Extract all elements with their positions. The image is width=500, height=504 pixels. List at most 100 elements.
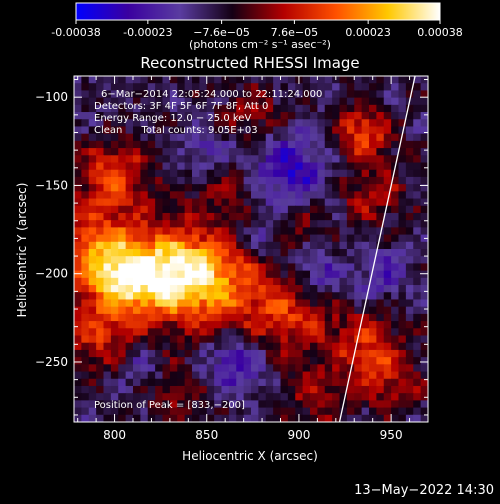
heatmap-cell — [258, 169, 267, 178]
heatmap-cell — [280, 393, 289, 401]
heatmap-cell — [243, 364, 252, 373]
heatmap-cell — [413, 205, 422, 214]
heatmap-cell — [184, 400, 193, 409]
heatmap-cell — [317, 306, 326, 315]
heatmap-cell — [110, 227, 119, 236]
heatmap-cell — [192, 119, 200, 128]
heatmap-cell — [177, 299, 186, 308]
heatmap-cell — [398, 205, 407, 214]
heatmap-cell — [162, 205, 171, 214]
heatmap-cell — [125, 90, 134, 99]
heatmap-cell — [162, 227, 171, 236]
heatmap-cell — [332, 169, 341, 178]
heatmap-cell — [118, 263, 127, 272]
heatmap-cell — [133, 393, 141, 401]
heatmap-cell — [192, 349, 200, 358]
heatmap-cell — [361, 342, 370, 351]
heatmap-cell — [398, 119, 407, 128]
heatmap-cell — [251, 184, 259, 192]
heatmap-cell — [324, 104, 333, 113]
heatmap-cell — [383, 162, 392, 171]
heatmap-cell — [169, 328, 178, 337]
heatmap-cell — [110, 97, 119, 106]
heatmap-cell — [228, 90, 237, 99]
heatmap-cell — [214, 328, 223, 337]
heatmap-cell — [273, 133, 282, 142]
heatmap-cell — [236, 292, 245, 301]
heatmap-cell — [265, 321, 274, 329]
heatmap-cell — [383, 90, 392, 99]
heatmap-cell — [354, 176, 363, 185]
heatmap-cell — [221, 364, 230, 373]
heatmap-cell — [236, 400, 245, 409]
heatmap-cell — [88, 176, 97, 185]
heatmap-cell — [376, 140, 385, 149]
heatmap-cell — [324, 227, 333, 236]
heatmap-cell — [169, 407, 178, 416]
heatmap-cell — [221, 227, 230, 236]
heatmap-cell — [295, 371, 304, 380]
heatmap-cell — [81, 234, 90, 243]
heatmap-cell — [398, 104, 407, 113]
heatmap-cell — [206, 169, 215, 178]
heatmap-cell — [88, 270, 97, 279]
heatmap-cell — [251, 277, 259, 286]
heatmap-cell — [324, 212, 333, 221]
heatmap-cell — [405, 133, 414, 142]
heatmap-cell — [265, 169, 274, 178]
heatmap-cell — [155, 371, 164, 380]
heatmap-cell — [206, 76, 215, 84]
heatmap-cell — [162, 155, 171, 164]
heatmap-cell — [383, 234, 392, 243]
heatmap-cell — [354, 299, 363, 308]
heatmap-cell — [125, 227, 134, 236]
heatmap-cell — [287, 76, 296, 84]
y-tick-label: −100 — [35, 90, 68, 104]
heatmap-cell — [405, 140, 414, 149]
heatmap-cell — [125, 162, 134, 171]
heatmap-cell — [140, 385, 149, 394]
heatmap-cell — [162, 220, 171, 228]
heatmap-cell — [361, 176, 370, 185]
heatmap-cell — [376, 335, 385, 344]
heatmap-cell — [81, 227, 90, 236]
heatmap-cell — [221, 104, 230, 113]
heatmap-cell — [287, 198, 296, 207]
heatmap-cell — [376, 321, 385, 329]
heatmap-cell — [369, 97, 377, 106]
heatmap-cell — [398, 133, 407, 142]
heatmap-cell — [192, 198, 200, 207]
heatmap-cell — [310, 148, 318, 156]
heatmap-cell — [339, 234, 348, 243]
heatmap-cell — [287, 335, 296, 344]
heatmap-cell — [369, 148, 377, 156]
heatmap-cell — [199, 342, 208, 351]
heatmap-cell — [125, 407, 134, 416]
heatmap-cell — [228, 162, 237, 171]
heatmap-cell — [258, 256, 267, 265]
heatmap-cell — [118, 90, 127, 99]
colorbar-tick-label: 0.00038 — [417, 26, 463, 39]
heatmap-cell — [273, 299, 282, 308]
heatmap-cell — [376, 162, 385, 171]
heatmap-cell — [103, 400, 112, 409]
heatmap-cell — [96, 112, 105, 120]
heatmap-cell — [206, 371, 215, 380]
heatmap-cell — [280, 133, 289, 142]
heatmap-cell — [339, 364, 348, 373]
heatmap-cell — [221, 393, 230, 401]
heatmap-cell — [332, 256, 341, 265]
heatmap-cell — [287, 400, 296, 409]
heatmap-cell — [317, 335, 326, 344]
heatmap-cell — [369, 349, 377, 358]
heatmap-cell — [361, 234, 370, 243]
heatmap-cell — [413, 313, 422, 322]
heatmap-cell — [376, 285, 385, 293]
heatmap-cell — [243, 349, 252, 358]
heatmap-cell — [420, 112, 428, 120]
heatmap-cell — [81, 212, 90, 221]
heatmap-cell — [287, 133, 296, 142]
heatmap-cell — [339, 133, 348, 142]
heatmap-cell — [221, 313, 230, 322]
heatmap-cell — [236, 385, 245, 394]
